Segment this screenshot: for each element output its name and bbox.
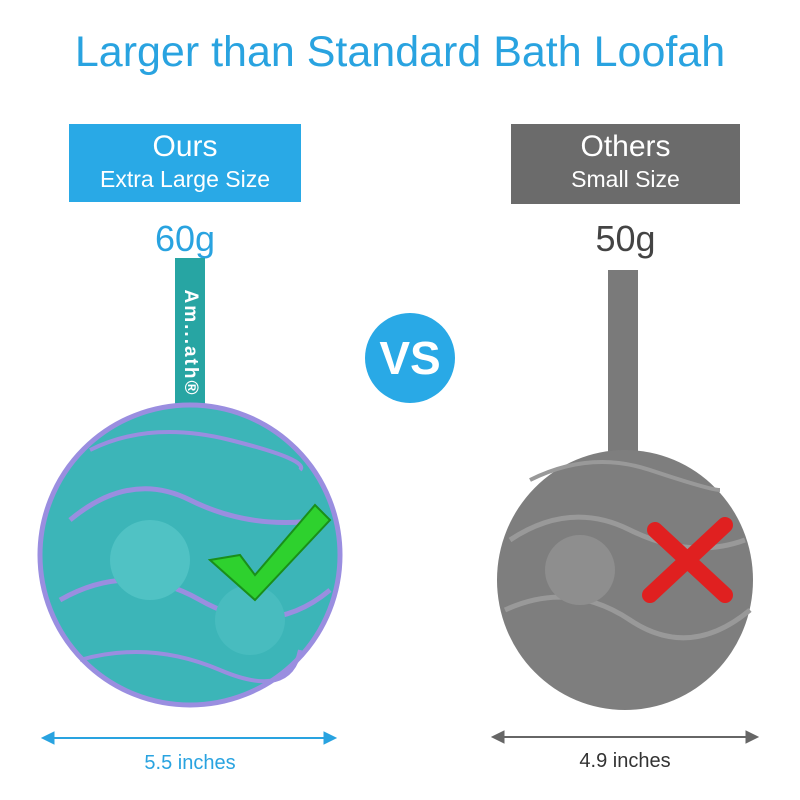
brand-strap-text: Am...ath® <box>180 289 201 397</box>
others-dimension-arrow <box>490 730 760 744</box>
others-size: 4.9 inches <box>579 750 671 772</box>
ours-weight: 60g <box>154 218 216 259</box>
ours-size: 5.5 inches <box>144 752 236 774</box>
others-subheading: Small Size <box>571 166 680 192</box>
others-weight: 50g <box>595 218 656 259</box>
others-heading: Others <box>580 130 671 163</box>
check-icon <box>207 503 332 602</box>
others-label-box: Others Small Size <box>511 124 740 204</box>
ours-subheading: Extra Large Size <box>99 166 271 192</box>
ours-strap <box>175 258 205 428</box>
vs-badge: VS <box>365 313 455 403</box>
ours-loofah <box>37 402 343 708</box>
others-strap <box>608 270 638 470</box>
ours-heading: Ours <box>152 130 218 163</box>
ours-dimension-arrow <box>40 731 338 745</box>
ours-label-box: Ours Extra Large Size <box>69 124 301 202</box>
cross-icon <box>642 517 733 603</box>
page-title: Larger than Standard Bath Loofah <box>74 28 726 76</box>
